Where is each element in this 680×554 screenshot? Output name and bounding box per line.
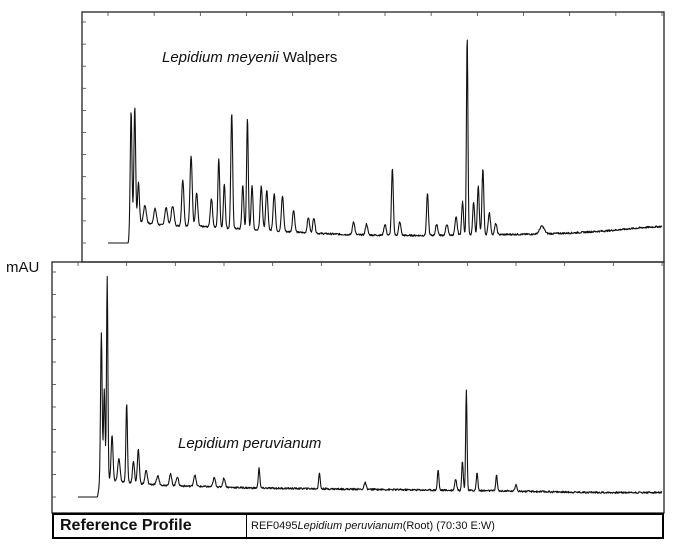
top-species-name: Lepidium meyenii: [162, 49, 279, 66]
reference-profile-detail: REF0495 Lepidium peruvianum (Root) (70:3…: [247, 515, 662, 537]
reference-profile-title: Reference Profile: [54, 515, 247, 537]
bottom-chromatogram-trace: [77, 275, 663, 498]
bottom-plot-frame: [51, 261, 665, 514]
top-species-author: Walpers: [278, 49, 338, 66]
bottom-species-name: Lepidium peruvianum: [178, 435, 322, 452]
reference-code: REF0495: [251, 520, 298, 532]
top-chromatogram-trace: [107, 39, 663, 244]
reference-profile-footer: Reference Profile REF0495 Lepidium peruv…: [52, 513, 664, 539]
reference-species: Lepidium peruvianum: [297, 520, 403, 532]
bottom-chromatogram-panel: [51, 261, 665, 514]
bottom-species-label: Lepidium peruvianum: [178, 435, 321, 452]
y-axis-label: mAU: [6, 259, 40, 276]
top-species-label: Lepidium meyenii Walpers: [162, 49, 337, 66]
reference-extraction: (Root) (70:30 E:W): [402, 520, 495, 532]
